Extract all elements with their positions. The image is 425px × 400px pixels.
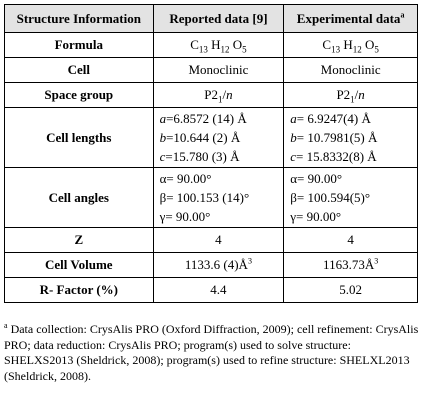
footnote-text: Data collection: CrysAlis PRO (Oxford Di… [4,322,419,383]
space-group-reported: P21/n [152,82,285,108]
header-experimental-data: Experimental dataa [283,4,418,33]
table-row-cell-lengths: Cell lengths a=6.8572 (14) Å b=10.644 (2… [4,107,418,168]
row-label: Space group [4,82,154,108]
row-label: Cell [4,57,154,83]
row-label: Formula [4,32,154,58]
formula-reported: C13 H12 O5 [152,32,285,58]
cell-lengths-experimental: a= 6.9247(4) Å b= 10.7981(5) Å c= 15.833… [283,107,418,168]
table-row-formula: Formula C13 H12 O5 C13 H12 O5 [4,32,418,58]
cell-angles-reported: α= 90.00° β= 100.153 (14)° γ= 90.00° [152,167,285,228]
crystal-data-table: Structure Information Reported data [9] … [4,4,418,303]
table-row-cell-volume: Cell Volume 1133.6 (4)Å3 1163.73Å3 [4,252,418,278]
table-row-r-factor: R- Factor (%) 4.4 5.02 [4,277,418,303]
row-label: Cell Volume [4,252,154,278]
cell-lengths-reported: a=6.8572 (14) Å b=10.644 (2) Å c=15.780 … [152,107,285,168]
row-label: Z [4,227,154,253]
table-row-z: Z 4 4 [4,227,418,253]
table-row-space-group: Space group P21/n P21/n [4,82,418,108]
cell-volume-experimental: 1163.73Å3 [283,252,418,278]
header-structure-information: Structure Information [4,4,154,33]
cell-experimental: Monoclinic [283,57,418,83]
table-footnote: a Data collection: CrysAlis PRO (Oxford … [4,322,420,384]
table-header-row: Structure Information Reported data [9] … [4,4,418,33]
z-reported: 4 [152,227,285,253]
header-reported-data: Reported data [9] [152,4,285,33]
cell-angles-experimental: α= 90.00° β= 100.594(5)° γ= 90.00° [283,167,418,228]
table-row-cell-angles: Cell angles α= 90.00° β= 100.153 (14)° γ… [4,167,418,228]
cell-reported: Monoclinic [152,57,285,83]
table-row-cell: Cell Monoclinic Monoclinic [4,57,418,83]
cell-volume-reported: 1133.6 (4)Å3 [152,252,285,278]
header-footnote-marker: a [400,10,405,20]
r-factor-experimental: 5.02 [283,277,418,303]
row-label: Cell lengths [4,107,154,168]
r-factor-reported: 4.4 [152,277,285,303]
z-experimental: 4 [283,227,418,253]
footnote-marker: a [4,321,8,330]
header-experimental-text: Experimental data [296,10,401,26]
row-label: Cell angles [4,167,154,228]
formula-experimental: C13 H12 O5 [283,32,418,58]
row-label: R- Factor (%) [4,277,154,303]
space-group-experimental: P21/n [283,82,418,108]
